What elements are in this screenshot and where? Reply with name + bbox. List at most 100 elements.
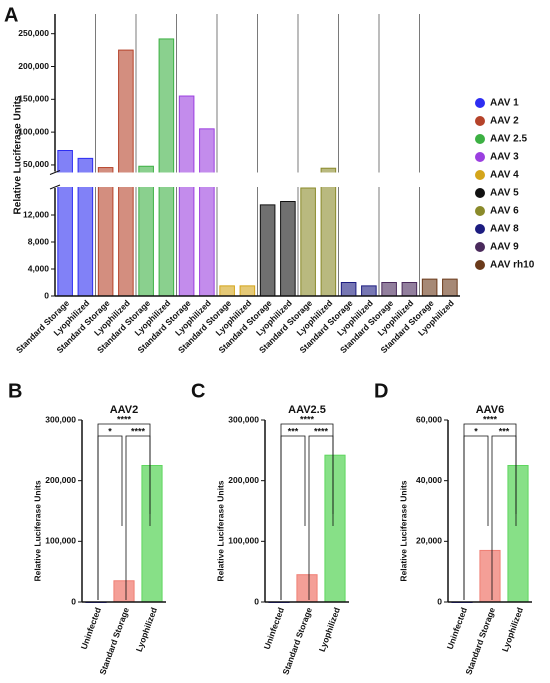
bar <box>507 465 529 603</box>
significance-label: **** <box>314 426 329 436</box>
significance-label: **** <box>131 426 146 436</box>
legend-label: AAV 9 <box>490 242 519 253</box>
panel-letter: C <box>191 380 205 402</box>
x-tick-label: Standard Storage <box>463 606 497 676</box>
axis-break <box>49 172 460 187</box>
chart-title: AAV6 <box>476 404 505 416</box>
bar <box>442 278 458 297</box>
legend-label: AAV 8 <box>490 224 519 235</box>
legend-marker <box>475 152 485 162</box>
break-mark <box>49 184 61 190</box>
x-tick-label: Lyophilized <box>317 606 342 653</box>
legend-marker <box>475 260 485 270</box>
panel-letter: B <box>8 380 22 402</box>
y-axis-label: Relative Luciferase Units <box>215 480 225 581</box>
significance-bracket <box>463 423 517 600</box>
significance-bracket <box>280 423 334 600</box>
chart-title: AAV2.5 <box>288 404 326 416</box>
bar <box>141 465 163 603</box>
y-tick-label: 250,000 <box>18 28 49 38</box>
significance-bracket <box>97 435 123 600</box>
y-tick-label: 200,000 <box>18 61 49 71</box>
bar <box>300 187 316 297</box>
legend-label: AAV 4 <box>490 170 519 181</box>
y-tick-label: 8,000 <box>28 236 50 246</box>
break-mark <box>49 170 61 175</box>
panel-letter: D <box>374 380 388 402</box>
y-tick-label: 40,000 <box>416 475 442 485</box>
bar <box>178 95 195 297</box>
y-tick-label: 0 <box>44 290 49 300</box>
y-tick-label: 60,000 <box>416 414 442 424</box>
legend-marker <box>475 98 485 108</box>
bar <box>421 278 438 297</box>
bar <box>280 201 296 297</box>
y-tick-label: 0 <box>437 596 442 606</box>
y-tick-label: 200,000 <box>45 475 76 485</box>
y-tick-label: 100,000 <box>45 536 76 546</box>
significance-label: **** <box>117 414 132 424</box>
bar <box>259 204 276 297</box>
bar <box>361 285 377 297</box>
y-tick-label: 50,000 <box>23 159 49 169</box>
bar <box>239 285 256 297</box>
x-tick-label: Standard Storage <box>97 606 131 676</box>
bar <box>296 574 318 603</box>
y-tick-label: 300,000 <box>228 414 259 424</box>
bar <box>401 282 418 297</box>
legend-label: AAV 2 <box>490 116 519 127</box>
x-tick-label: Lyophilized <box>500 606 525 653</box>
y-tick-label: 12,000 <box>23 209 49 219</box>
significance-label: **** <box>483 414 498 424</box>
legend-marker <box>475 134 485 144</box>
significance-label: *** <box>499 426 510 436</box>
legend-label: AAV rh10 <box>490 260 535 271</box>
bar <box>57 150 73 297</box>
x-tick-label: Uninfected <box>445 606 469 651</box>
legend-label: AAV 6 <box>490 206 519 217</box>
y-axis-label: Relative Luciferase Units <box>32 480 42 581</box>
legend-marker <box>475 206 485 216</box>
bar <box>381 282 397 297</box>
x-tick-label: Uninfected <box>262 606 286 651</box>
x-tick-label: Standard Storage <box>280 606 314 676</box>
legend-marker <box>475 242 485 252</box>
y-tick-label: 200,000 <box>228 475 259 485</box>
y-axis-label: Relative Luciferase Units <box>13 95 24 214</box>
legend-marker <box>475 170 485 180</box>
y-tick-label: 20,000 <box>416 536 442 546</box>
x-tick-label: Uninfected <box>79 606 103 651</box>
legend-label: AAV 2.5 <box>490 134 527 145</box>
y-axis-label: Relative Luciferase Units <box>398 480 408 581</box>
panel-letter: A <box>4 4 18 26</box>
bar <box>219 285 235 297</box>
legend-marker <box>475 188 485 198</box>
bar <box>199 128 215 297</box>
significance-label: **** <box>300 414 315 424</box>
bar <box>113 580 135 603</box>
bar <box>479 549 501 603</box>
y-tick-label: 100,000 <box>228 536 259 546</box>
bar <box>324 454 346 603</box>
legend-label: AAV 5 <box>490 188 519 199</box>
y-tick-label: 150,000 <box>18 94 49 104</box>
significance-label: * <box>108 426 112 436</box>
chart-title: AAV2 <box>110 404 139 416</box>
bar <box>320 167 337 297</box>
legend-marker <box>475 224 485 234</box>
legend-label: AAV 3 <box>490 152 519 163</box>
significance-label: *** <box>288 426 299 436</box>
y-tick-label: 300,000 <box>45 414 76 424</box>
legend-label: AAV 1 <box>490 98 519 109</box>
y-tick-label: 0 <box>254 596 259 606</box>
y-tick-label: 100,000 <box>18 126 49 136</box>
bar <box>158 38 175 297</box>
x-tick-label: Lyophilized <box>134 606 159 653</box>
y-tick-label: 0 <box>71 596 76 606</box>
significance-bracket <box>97 423 151 600</box>
significance-label: * <box>474 426 478 436</box>
y-tick-label: 4,000 <box>28 263 50 273</box>
bar <box>340 282 357 297</box>
legend-marker <box>475 116 485 126</box>
